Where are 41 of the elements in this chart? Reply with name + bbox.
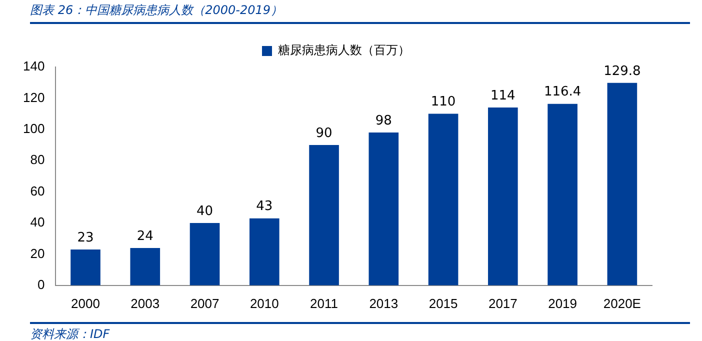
y-tick-label: 100 <box>22 120 45 136</box>
data-label: 24 <box>136 228 154 244</box>
y-tick-label: 120 <box>22 90 45 105</box>
data-label: 129.8 <box>604 64 641 79</box>
y-tick-label: 80 <box>30 152 45 168</box>
y-tick-label: 20 <box>30 246 45 261</box>
chart-title: 图表 26：中国糖尿病患病人数（2000-2019） <box>30 2 690 24</box>
x-tick-label: 2003 <box>130 296 160 311</box>
bar <box>428 114 458 286</box>
y-tick-label: 140 <box>22 58 45 74</box>
bar <box>488 108 518 286</box>
bar <box>548 104 578 286</box>
data-label: 116.4 <box>544 84 582 100</box>
bar <box>249 218 280 286</box>
x-tick-label: 2020E <box>603 296 642 311</box>
data-label: 110 <box>430 94 456 110</box>
data-label: 23 <box>77 230 94 246</box>
bar <box>130 248 160 286</box>
data-label: 43 <box>256 199 273 214</box>
bar <box>190 223 220 286</box>
data-label: 40 <box>196 204 214 219</box>
y-tick-label: 0 <box>37 276 45 292</box>
x-tick-label: 2019 <box>548 296 578 311</box>
x-tick-label: 2000 <box>71 296 100 311</box>
text: 资料来源：IDF <box>30 322 690 341</box>
data-label: 98 <box>375 113 392 128</box>
x-tick-label: 2017 <box>488 296 518 311</box>
y-tick-label: 40 <box>30 214 45 230</box>
data-label: 90 <box>316 126 332 141</box>
bar <box>309 145 339 286</box>
bar <box>607 82 638 286</box>
x-tick-label: 2010 <box>250 296 279 311</box>
x-tick-label: 2011 <box>310 296 338 311</box>
bar <box>70 250 100 286</box>
y-tick-label: 60 <box>30 183 45 198</box>
x-tick-label: 2007 <box>190 296 220 311</box>
legend-label: 糖尿病患病人数（百万） <box>278 43 410 58</box>
data-label: 114 <box>490 88 516 104</box>
x-tick-label: 2015 <box>428 296 458 311</box>
bar <box>368 132 399 286</box>
x-tick-label: 2013 <box>369 296 398 311</box>
